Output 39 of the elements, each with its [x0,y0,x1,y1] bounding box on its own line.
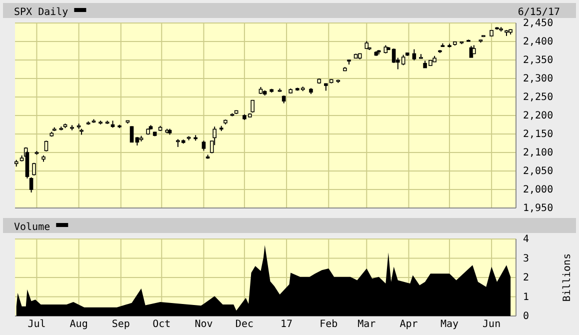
y-tick-label: 2,150 [523,129,554,140]
candlestick [202,140,206,152]
y-tick-label: 2,050 [523,166,554,178]
y-tick-label: 3 [523,253,530,264]
candlestick [29,176,34,193]
x-tick-label: Aug [70,319,88,330]
y-tick-label: 2,350 [523,55,554,66]
y-tick-label: 0 [523,311,530,322]
y-tick-label: 2,450 [523,18,554,30]
x-tick-label: Apr [400,319,418,330]
x-tick-label: Jun [482,319,501,330]
x-tick-label: Dec [235,319,254,330]
y-axis-title: Billions [562,253,573,302]
x-tick-label: May [440,319,459,330]
y-tick-label: 2,000 [523,184,554,196]
x-tick-label: Oct [152,319,171,330]
x-tick-label: Nov [194,319,213,330]
candlestick [250,99,254,114]
x-tick-label: Mar [358,319,376,330]
y-tick-label: 2,250 [523,92,554,104]
y-tick-label: 2,400 [523,36,554,48]
y-tick-label: 1,950 [523,203,554,214]
chart-title: SPX Daily [14,7,68,18]
candlestick [32,162,36,176]
y-tick-label: 2,300 [523,74,554,85]
y-tick-label: 1 [523,292,530,303]
y-tick-label: 4 [523,234,530,246]
x-tick-label: Feb [320,319,338,330]
candlestick [130,126,134,144]
x-tick-label: 17 [280,319,293,330]
y-tick-label: 2 [523,272,530,284]
chart-title: Volume [14,222,50,233]
candlestick [44,140,48,152]
x-tick-label: Sep [112,319,130,330]
y-tick-label: 2,100 [523,148,554,159]
y-tick-label: 2,200 [523,110,554,122]
text: 6/15/17 [518,7,560,18]
candlestick [412,48,416,61]
x-tick-label: Jul [28,319,46,330]
